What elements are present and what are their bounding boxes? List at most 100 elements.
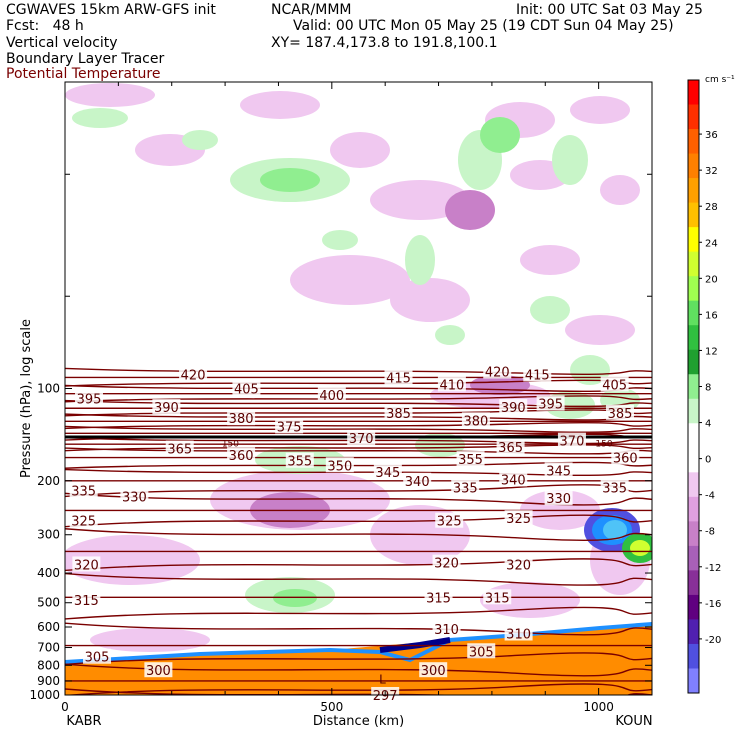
colorbar-swatch	[688, 80, 699, 106]
y-tick-label: 600	[37, 620, 60, 634]
special-label: L	[379, 672, 386, 686]
contour-label-bg	[483, 589, 512, 605]
contour-label: 300	[146, 664, 171, 679]
theta-contour-line	[65, 663, 652, 677]
contour-label: 300	[421, 664, 446, 679]
contour-label: 325	[71, 515, 96, 530]
colorbar-unit: cm s⁻¹	[705, 75, 735, 85]
contour-label-bg	[437, 376, 466, 392]
contour-label: 315	[485, 591, 510, 606]
right-endpoint-label: KOUN	[615, 714, 652, 729]
colorbar-tick-label: 8	[705, 383, 711, 394]
contour-label: 405	[234, 383, 259, 398]
theta-contour-line	[65, 468, 652, 476]
x-tick-label: 0	[61, 700, 69, 714]
contour-label: 335	[453, 481, 478, 496]
x-axis-label: Distance (km)	[313, 714, 404, 729]
colorbar-tick-label: 24	[705, 238, 718, 249]
colorbar-swatch	[688, 398, 699, 424]
contour-label-bg	[419, 662, 448, 678]
special-label: 150	[222, 439, 239, 449]
colorbar-tick-label: 20	[705, 274, 718, 285]
colorbar-tick-label: 32	[705, 166, 718, 177]
contour-label-bg	[544, 462, 573, 478]
contour-label-bg	[451, 479, 480, 495]
contour-label: 415	[525, 368, 550, 383]
colorbar-swatch	[688, 349, 699, 375]
contour-label-bg	[75, 390, 104, 406]
field-label-boundary-layer-tracer: Boundary Layer Tracer	[6, 51, 165, 67]
colorbar-swatch	[688, 472, 699, 498]
contour-label: 330	[122, 490, 147, 505]
contour-label: 385	[386, 407, 411, 422]
contour-label: 365	[167, 443, 192, 458]
colorbar-swatch	[688, 251, 699, 277]
contour-label-bg	[403, 472, 432, 488]
field-label-vertical-velocity: Vertical velocity	[6, 35, 118, 51]
colorbar-swatch	[688, 104, 699, 130]
organization: NCAR/MMM	[271, 2, 352, 18]
colorbar-swatch	[688, 374, 699, 400]
theta-contour-line	[65, 379, 652, 387]
theta-contour-line	[65, 395, 652, 403]
contour-label: 420	[181, 368, 206, 383]
contour-label: 355	[287, 455, 312, 470]
colorbar-tick-label: -16	[705, 599, 721, 610]
contour-label-bg	[504, 510, 533, 526]
contour-label: 325	[437, 515, 462, 530]
contour-label-bg	[483, 363, 512, 379]
colorbar-tick-label: -8	[705, 527, 715, 538]
contour-label: 355	[458, 453, 483, 468]
contour-label-bg	[179, 366, 208, 382]
colorbar-swatch	[688, 325, 699, 351]
contour-label-bg	[227, 410, 256, 426]
theta-contour-line	[65, 399, 652, 408]
contour-label-bg	[165, 440, 194, 456]
contour-label: 330	[546, 492, 571, 507]
theta-contour-line	[65, 492, 652, 506]
colorbar-swatch	[688, 643, 699, 669]
left-endpoint-label: KABR	[66, 714, 101, 729]
y-axis-label: Pressure (hPa), log scale	[19, 319, 34, 478]
theta-contour-line	[65, 367, 652, 375]
colorbar-swatch	[688, 619, 699, 645]
contour-label-bg	[120, 488, 149, 504]
contour-label-bg	[536, 395, 565, 411]
contour-label: 335	[602, 481, 627, 496]
colorbar-swatch	[688, 496, 699, 522]
contour-label-bg	[496, 438, 525, 454]
y-tick-label: 300	[37, 528, 60, 542]
contour-label-bg	[152, 399, 181, 415]
contour-label: 320	[74, 558, 99, 573]
y-tick-label: 1000	[29, 688, 60, 702]
contour-labels: 420 415 410 420 415 405 405 395 390 400 390 395 385 3…	[69, 363, 640, 704]
contour-label: 390	[501, 401, 526, 416]
special-label: 150	[595, 439, 612, 449]
contour-label: 395	[77, 393, 102, 408]
contour-label: 395	[538, 398, 563, 413]
valid-time: Valid: 00 UTC Mon 05 May 25 (19 CDT Sun …	[293, 18, 674, 34]
contour-label-bg	[432, 621, 461, 637]
contour-label: 305	[85, 651, 110, 666]
cross-section-coords: XY= 187.4,173.8 to 191.8,100.1	[271, 35, 498, 51]
contour-label-bg	[317, 386, 346, 402]
contour-label-bg	[384, 404, 413, 420]
colorbar-swatch	[688, 594, 699, 620]
theta-contour-line	[65, 425, 652, 433]
contour-label: 320	[434, 557, 459, 572]
colorbar-swatch	[688, 447, 699, 473]
contour-label-bg	[285, 452, 314, 468]
colorbar-swatch	[688, 570, 699, 596]
theta-contour-line	[65, 558, 652, 572]
contour-label: 420	[485, 365, 510, 380]
colorbar-swatch	[688, 423, 699, 449]
contour-label: 365	[498, 441, 523, 456]
contour-label: 320	[506, 558, 531, 573]
contour-label: 385	[608, 407, 633, 422]
y-tick-label: 900	[37, 674, 60, 688]
contour-label: 360	[229, 449, 254, 464]
colorbar-tick-label: 4	[705, 419, 711, 430]
theta-contour-line	[65, 688, 652, 695]
contour-label: 370	[560, 435, 585, 450]
contour-label: 390	[154, 401, 179, 416]
